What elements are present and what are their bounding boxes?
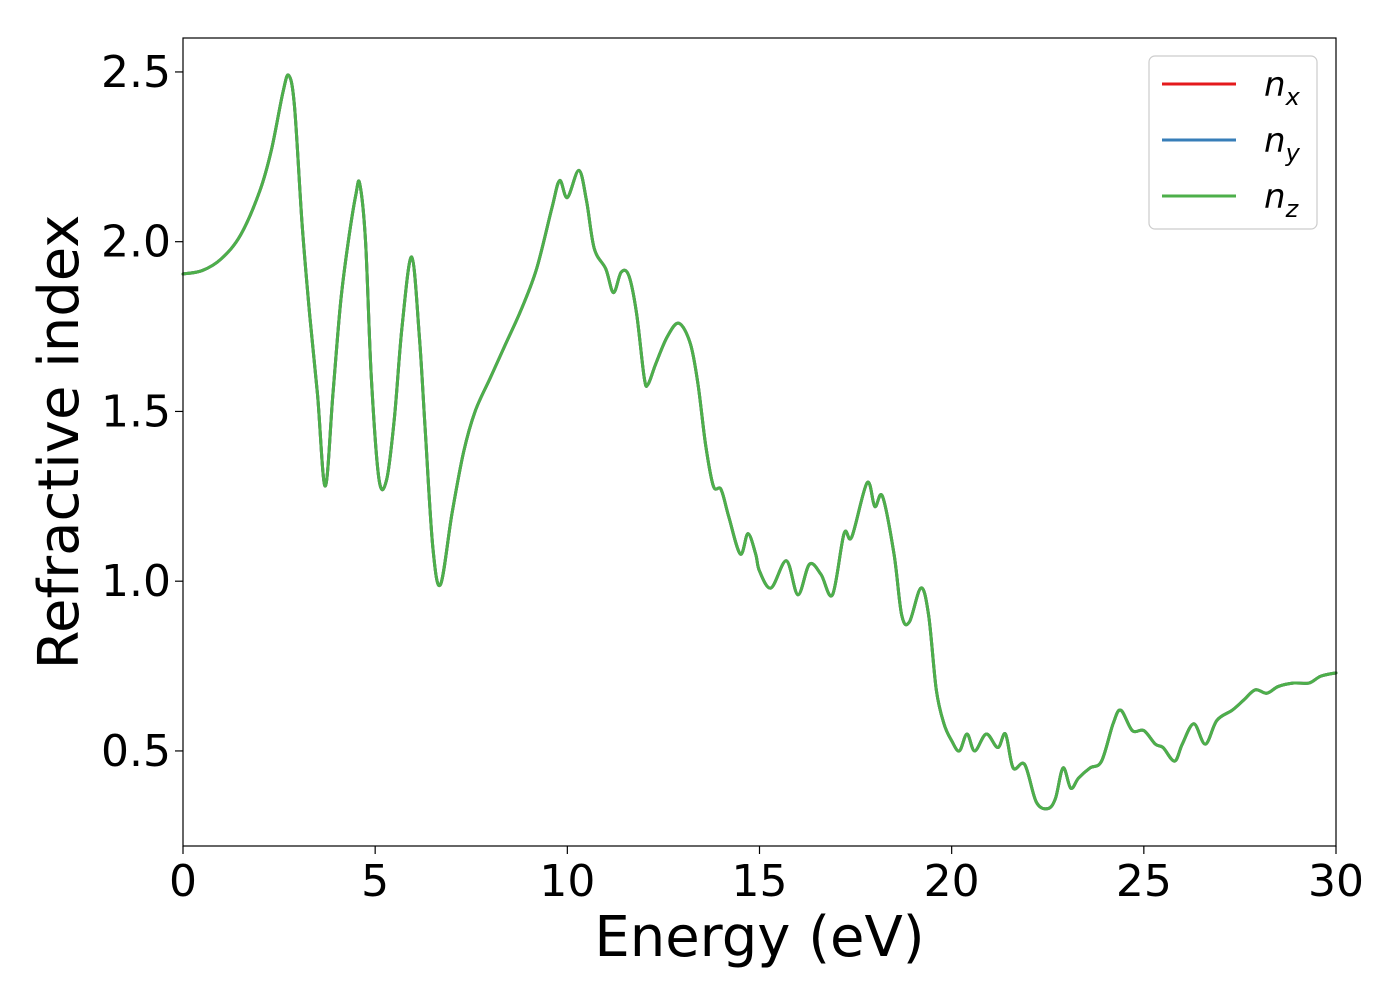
legend-box	[1148, 55, 1318, 230]
y-tick-label: 2.0	[101, 217, 171, 268]
x-axis-label: Energy (eV)	[594, 905, 924, 970]
x-tick-label: 30	[1308, 856, 1364, 907]
y-tick-label: 0.5	[101, 726, 171, 777]
x-tick-label: 20	[924, 856, 980, 907]
y-tick-label: 1.0	[101, 556, 171, 607]
x-tick-label: 15	[732, 856, 788, 907]
y-tick-label: 1.5	[101, 386, 171, 437]
x-axis: 0 5 10 15 20 25 30	[169, 846, 1364, 907]
series-layer	[181, 73, 1338, 811]
x-tick-label: 25	[1116, 856, 1172, 907]
legend-label-n-y: ny	[1264, 121, 1301, 167]
x-tick-label: 5	[361, 856, 389, 907]
x-tick-label: 0	[169, 856, 197, 907]
legend-label-n-x: nx	[1264, 65, 1301, 111]
x-tick-label: 10	[539, 856, 595, 907]
y-axis: 0.5 1.0 1.5 2.0 2.5	[101, 47, 183, 777]
y-tick-label: 2.5	[101, 47, 171, 98]
series-line-n-z	[181, 73, 1338, 811]
y-axis-label: Refractive index	[27, 215, 92, 670]
